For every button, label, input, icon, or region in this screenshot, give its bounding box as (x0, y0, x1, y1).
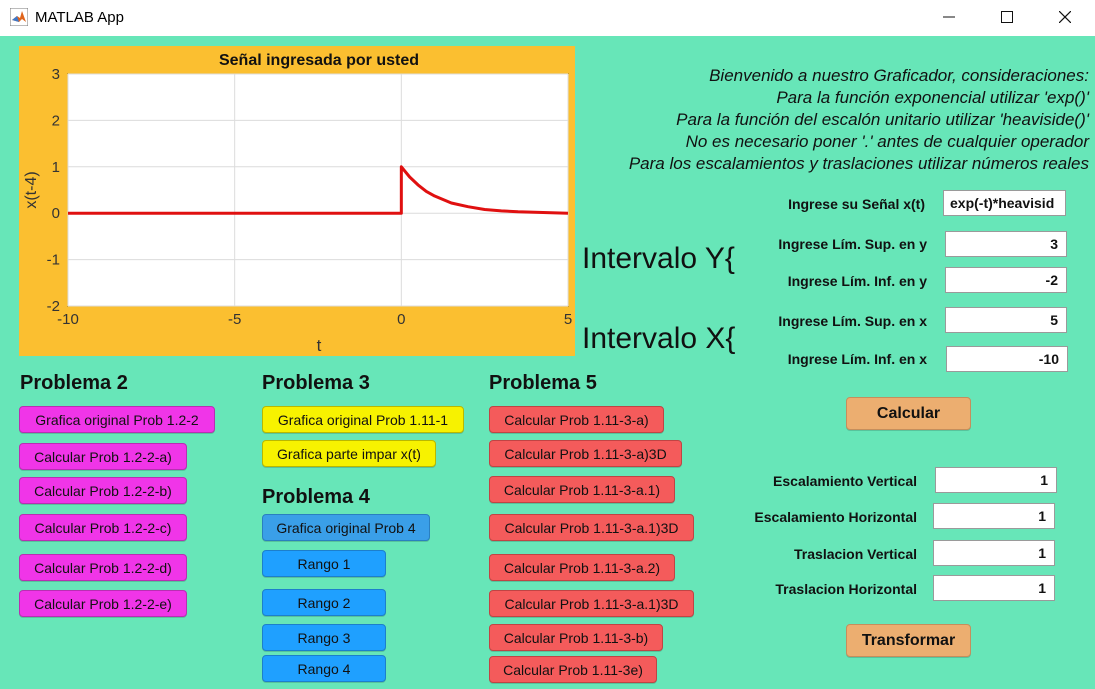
info-line-1: Bienvenido a nuestro Graficador, conside… (709, 66, 1089, 85)
info-line-5: Para los escalamientos y traslaciones ut… (628, 154, 1089, 173)
title-bar: MATLAB App (0, 0, 1095, 36)
maximize-button[interactable] (978, 0, 1036, 34)
tras-vertical-input[interactable] (933, 540, 1055, 566)
prob5-a1-3d-button[interactable]: Calcular Prob 1.11-3-a.1)3D (489, 514, 694, 541)
maximize-icon (1001, 11, 1013, 23)
prob2-a-button[interactable]: Calcular Prob 1.2-2-a) (19, 443, 187, 470)
problema-4-heading: Problema 4 (262, 486, 370, 508)
x-sup-input[interactable] (945, 307, 1067, 333)
prob4-original-button[interactable]: Grafica original Prob 4 (262, 514, 430, 541)
prob2-e-button[interactable]: Calcular Prob 1.2-2-e) (19, 590, 187, 617)
interval-y-label: Intervalo Y{ (582, 242, 735, 275)
esc-vertical-input[interactable] (935, 467, 1057, 493)
info-line-4: No es necesario poner '.' antes de cualq… (685, 132, 1089, 151)
y-tick-label: 2 (52, 112, 60, 129)
prob2-c-button[interactable]: Calcular Prob 1.2-2-c) (19, 514, 187, 541)
window-title: MATLAB App (35, 9, 124, 26)
prob5-a1-button[interactable]: Calcular Prob 1.11-3-a.1) (489, 476, 675, 503)
rango-3-button[interactable]: Rango 3 (262, 624, 386, 651)
rango-2-button[interactable]: Rango 2 (262, 589, 386, 616)
prob5-b-button[interactable]: Calcular Prob 1.11-3-b) (489, 624, 663, 651)
prob2-original-button[interactable]: Grafica original Prob 1.2-2 (19, 406, 215, 433)
y-sup-input[interactable] (945, 231, 1067, 257)
tras-vertical-label: Traslacion Vertical (794, 546, 917, 562)
y-axis-label: x(t-4) (23, 171, 40, 208)
close-button[interactable] (1036, 0, 1094, 34)
y-inf-input[interactable] (945, 267, 1067, 293)
rango-4-button[interactable]: Rango 4 (262, 655, 386, 682)
prob5-a2-button[interactable]: Calcular Prob 1.11-3-a.2) (489, 554, 675, 581)
x-tick-label: -10 (57, 311, 79, 328)
minimize-button[interactable] (920, 0, 978, 34)
y-sup-label: Ingrese Lím. Sup. en y (778, 236, 927, 252)
y-tick-label: 1 (52, 159, 60, 176)
matlab-logo-icon (10, 8, 28, 26)
axis-ticks: -10 -5 0 5 3 2 1 0 -1 -2 (47, 66, 573, 328)
x-tick-label: 0 (397, 311, 405, 328)
prob5-a-3d-button[interactable]: Calcular Prob 1.11-3-a)3D (489, 440, 682, 467)
x-inf-input[interactable] (946, 346, 1068, 372)
transformar-button[interactable]: Transformar (846, 624, 971, 657)
problema-2-heading: Problema 2 (20, 372, 128, 394)
y-tick-label: -1 (47, 252, 60, 269)
tras-horizontal-label: Traslacion Horizontal (775, 581, 917, 597)
signal-label: Ingrese su Señal x(t) (788, 196, 925, 212)
esc-horizontal-input[interactable] (933, 503, 1055, 529)
series-lines (68, 165, 569, 215)
calcular-button[interactable]: Calcular (846, 397, 971, 430)
plot-panel: Señal ingresada por usted -10 -5 0 5 3 2 1 0 -1-… (19, 46, 575, 356)
prob5-a1-3d-button-2[interactable]: Calcular Prob 1.11-3-a.1)3D (489, 590, 694, 617)
y-tick-label: -2 (47, 298, 60, 315)
info-line-3: Para la función del escalón unitario uti… (676, 110, 1089, 129)
y-inf-label: Ingrese Lím. Inf. en y (787, 273, 927, 289)
prob5-a-button[interactable]: Calcular Prob 1.11-3-a) (489, 406, 664, 433)
tras-horizontal-input[interactable] (933, 575, 1055, 601)
signal-chart[interactable]: Señal ingresada por usted -10 -5 0 53210-1-… (19, 46, 575, 356)
x-tick-label: 5 (564, 311, 572, 328)
prob3-original-button[interactable]: Grafica original Prob 1.11-1 (262, 406, 464, 433)
y-tick-label: 0 (52, 205, 60, 222)
problema-5-heading: Problema 5 (489, 372, 597, 394)
rango-1-button[interactable]: Rango 1 (262, 550, 386, 577)
interval-x-label: Intervalo X{ (582, 322, 736, 355)
prob2-b-button[interactable]: Calcular Prob 1.2-2-b) (19, 477, 187, 504)
problema-3-heading: Problema 3 (262, 372, 370, 394)
prob5-e-button[interactable]: Calcular Prob 1.11-3e) (489, 656, 657, 683)
prob3-impar-button[interactable]: Grafica parte impar x(t) (262, 440, 436, 467)
prob2-d-button[interactable]: Calcular Prob 1.2-2-d) (19, 554, 187, 581)
esc-vertical-label: Escalamiento Vertical (773, 473, 917, 489)
plot-area (67, 73, 569, 307)
info-line-2: Para la función exponencial utilizar 'ex… (776, 88, 1089, 107)
esc-horizontal-label: Escalamiento Horizontal (754, 509, 917, 525)
minimize-icon (943, 16, 955, 18)
x-sup-label: Ingrese Lím. Sup. en x (778, 313, 927, 329)
x-tick-label: -5 (228, 311, 241, 328)
y-tick-label: 3 (52, 66, 60, 83)
x-axis-label: t (317, 336, 322, 355)
signal-input[interactable] (943, 190, 1066, 216)
x-inf-label: Ingrese Lím. Inf. en x (787, 351, 927, 367)
chart-title: Señal ingresada por usted (219, 52, 419, 69)
close-icon (1059, 11, 1071, 23)
signal-series-line (68, 165, 569, 215)
